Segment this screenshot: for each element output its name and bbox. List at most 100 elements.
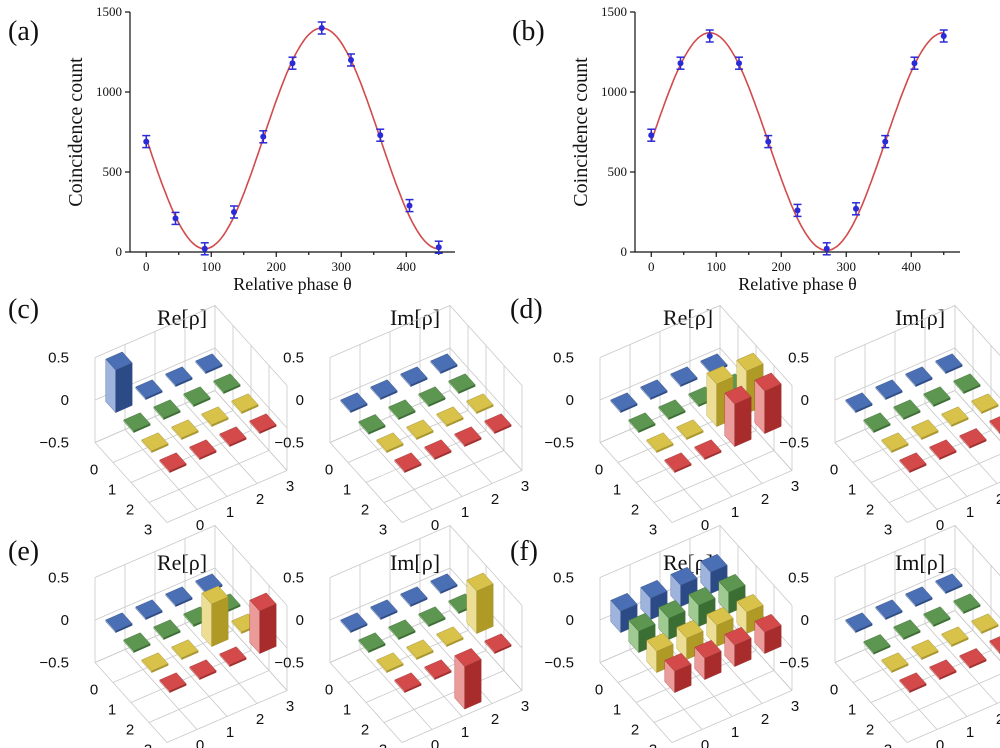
bar-top <box>201 585 229 605</box>
floor-grid-line <box>449 610 523 691</box>
col-index-label: 1 <box>731 504 739 521</box>
col-index-label: 1 <box>461 504 469 521</box>
panel-b: (b) 0 500 1000 1500 0 100 200 300 400 Relative pha… <box>512 4 960 294</box>
data-point <box>940 33 947 39</box>
bar-top <box>610 392 638 412</box>
bar-top <box>135 379 163 399</box>
row-index-label: 2 <box>126 502 134 519</box>
bar-top <box>941 626 969 646</box>
floor-grid-line <box>154 416 228 497</box>
floor-grid-line <box>894 416 968 497</box>
wall-grid-line <box>834 525 1000 578</box>
bar-top <box>231 393 259 413</box>
bar-top <box>989 416 1000 433</box>
floor-grid-line <box>906 701 1000 743</box>
col-index-label: 3 <box>791 698 799 715</box>
col-index-label: 0 <box>431 517 439 534</box>
bar-top <box>959 428 987 447</box>
wall-grid-line <box>329 347 523 429</box>
bar-top <box>959 648 987 667</box>
row-index-label: 3 <box>884 742 892 748</box>
wall-grid-line <box>834 567 1000 621</box>
data-point <box>348 57 354 63</box>
col-index-label: 0 <box>701 737 709 748</box>
component-title: Re[ρ] <box>663 305 713 330</box>
bar-top <box>658 399 686 419</box>
bar-top <box>418 386 446 406</box>
z-tick-label: 0 <box>801 612 809 629</box>
bar-top <box>484 633 512 653</box>
floor-grid-line <box>389 416 463 497</box>
z-tick-label: 0 <box>296 392 304 409</box>
floor-grid-line <box>954 390 1000 442</box>
bar-top <box>189 439 217 459</box>
z-tick-label: 0 <box>566 392 574 409</box>
col-index-label: 1 <box>731 724 739 741</box>
bar-top <box>123 632 151 652</box>
floor-grid-line <box>401 690 523 743</box>
bar-top <box>201 406 229 426</box>
bar-top <box>466 572 494 592</box>
z-tick-label: 0.5 <box>48 350 69 367</box>
bar-top <box>875 379 903 399</box>
z-tick-label: −0.5 <box>39 435 69 452</box>
floor-grid-line <box>214 390 288 471</box>
z-tick-label: −0.5 <box>274 435 304 452</box>
component-title: Im[ρ] <box>390 550 440 575</box>
y-tick-label: 1500 <box>96 4 122 19</box>
bar-top <box>400 366 428 386</box>
bar-top <box>165 586 193 606</box>
z-tick-label: −0.5 <box>544 655 574 672</box>
data-point <box>406 202 413 209</box>
wall-grid-line <box>834 305 1000 358</box>
bar-top <box>736 593 764 613</box>
panel-label: (b) <box>512 16 545 47</box>
row-index-label: 3 <box>884 522 892 539</box>
z-tick-label: 0 <box>801 392 809 409</box>
col-index-label: 2 <box>491 491 499 508</box>
bar-top <box>394 452 422 472</box>
wall-grid-line <box>94 305 288 386</box>
z-tick-label: 0.5 <box>553 350 574 367</box>
bar-top <box>899 452 927 472</box>
panel-c: (c) Re[ρ]0.50−0.500112233Im[ρ]0.50−0.5001… <box>8 294 529 539</box>
bar-front <box>115 362 133 413</box>
bar-top <box>863 412 891 432</box>
x-tick-label: 200 <box>772 259 792 274</box>
bar-top <box>893 619 921 639</box>
floor-grid-line <box>689 403 763 484</box>
bar-top <box>424 439 452 459</box>
y-tick-label: 0 <box>621 244 628 259</box>
x-tick-label: 400 <box>397 259 417 274</box>
z-tick-label: 0 <box>61 392 69 409</box>
z-tick-label: −0.5 <box>544 435 574 452</box>
z-tick-label: 0.5 <box>788 570 809 587</box>
row-index-label: 0 <box>595 462 603 479</box>
fit-curve <box>650 31 944 252</box>
bar-top <box>694 439 722 459</box>
bar-top <box>610 592 638 612</box>
wall-grid-line <box>599 525 793 606</box>
row-index-label: 1 <box>108 702 116 719</box>
bar-top <box>953 373 981 393</box>
floor-grid-line <box>148 670 270 723</box>
bar-top <box>664 452 692 472</box>
wall-grid-line <box>329 567 523 649</box>
bar-top <box>430 353 458 373</box>
z-tick-label: −0.5 <box>779 655 809 672</box>
x-axis-label: Relative phase θ <box>738 274 857 294</box>
col-index-label: 2 <box>761 491 769 508</box>
row-index-label: 2 <box>361 722 369 739</box>
bar-top <box>706 365 734 385</box>
wall-grid-line <box>834 347 1000 401</box>
floor-grid-line <box>449 390 523 471</box>
col-index-label: 0 <box>936 737 944 748</box>
bar-top <box>724 626 752 646</box>
col-index-label: 1 <box>226 724 234 741</box>
col-index-label: 0 <box>701 517 709 534</box>
bar-front <box>259 603 277 654</box>
bar-top <box>893 399 921 419</box>
